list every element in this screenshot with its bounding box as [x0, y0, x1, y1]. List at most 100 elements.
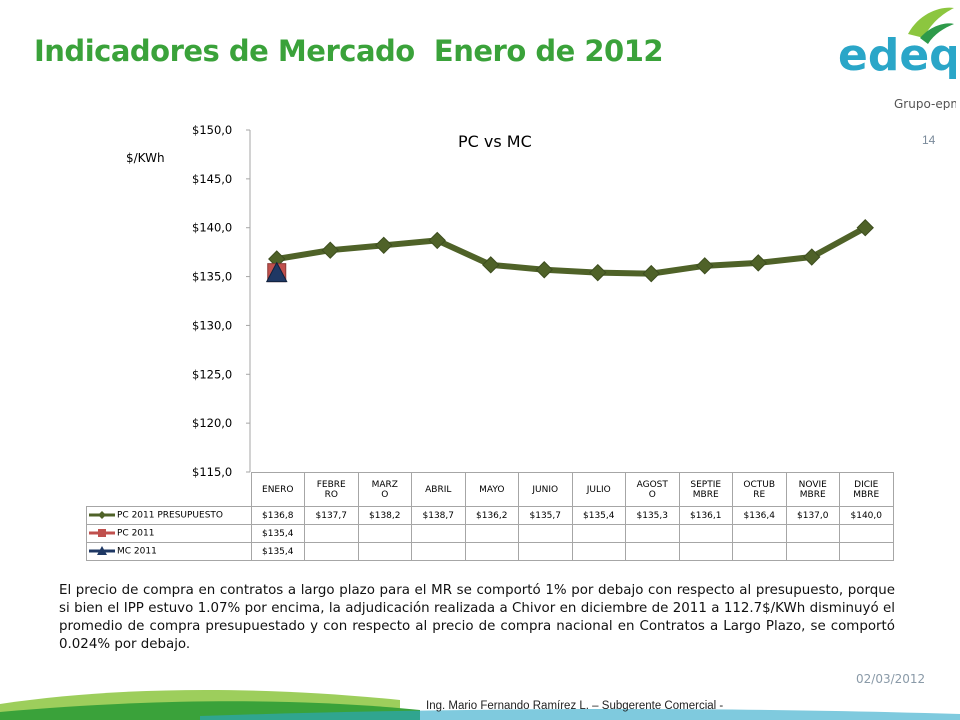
series-name-cell: MC 2011 — [86, 542, 252, 561]
category-label: JULIO — [571, 472, 626, 507]
data-value-cell: $135,4 — [250, 542, 305, 561]
category-label: DICIE MBRE — [839, 472, 894, 507]
table-row: PC 2011 PRESUPUESTO $136,8 $137,7 $138,2 $13… — [86, 506, 894, 525]
data-value-cell: $138,7 — [411, 506, 466, 525]
y-tick-label: $135,0 — [192, 270, 232, 284]
category-label: SEPTIE MBRE — [678, 472, 733, 507]
data-value-cell — [304, 542, 359, 561]
series-name: PC 2011 PRESUPUESTO — [117, 510, 224, 521]
chart-data-table: ENERO FEBRE RO MARZ O ABRIL MAYO JUNIO JULIO AGOS… — [86, 472, 894, 561]
table-row: PC 2011 $135,4 — [86, 524, 894, 543]
marker-pc-2011-presupuesto — [321, 241, 339, 259]
marker-pc-2011-presupuesto — [749, 254, 767, 272]
data-value-cell — [785, 524, 840, 543]
marker-pc-2011-presupuesto — [696, 257, 714, 275]
chart-title: PC vs MC — [458, 132, 532, 151]
data-value-cell: $135,7 — [518, 506, 573, 525]
data-value-cell: $136,4 — [732, 506, 787, 525]
category-label: ABRIL — [411, 472, 466, 507]
data-value-cell — [357, 542, 412, 561]
category-label: MAYO — [464, 472, 519, 507]
edeq-logo: edeq Grupo-epm — [838, 4, 960, 115]
category-label: OCTUB RE — [732, 472, 787, 507]
logo-subtext: Grupo-epm — [894, 97, 956, 110]
marker-pc-2011-presupuesto — [428, 231, 446, 250]
data-value-cell: $136,8 — [250, 506, 305, 525]
y-tick-label: $145,0 — [192, 172, 232, 186]
category-label: ENERO — [250, 472, 305, 507]
data-value-cell — [732, 542, 787, 561]
chart-markers — [265, 219, 874, 283]
page-number: 14 — [922, 133, 936, 147]
data-value-cell — [464, 524, 519, 543]
marker-pc-2011-presupuesto — [856, 219, 874, 237]
data-value-cell — [839, 542, 894, 561]
marker-mc-2011 — [265, 261, 288, 283]
series-name-cell: PC 2011 — [86, 524, 252, 543]
table-corner-cell — [86, 472, 252, 507]
marker-pc-2011-presupuesto — [535, 261, 553, 279]
category-label: AGOST O — [625, 472, 680, 507]
legend-diamond — [98, 511, 106, 520]
data-value-cell: $137,0 — [785, 506, 840, 525]
data-value-cell: $136,2 — [464, 506, 519, 525]
chart-axes: $150,0 $145,0 $140,0 $135,0 $130,0 $125,0 $120… — [192, 123, 251, 479]
footer-author: Ing. Mario Fernando Ramírez L. – Subgere… — [426, 700, 724, 712]
series-name: PC 2011 — [117, 528, 155, 539]
data-value-cell — [304, 524, 359, 543]
data-value-cell: $138,2 — [357, 506, 412, 525]
data-value-cell — [625, 524, 680, 543]
footer-swoosh-decoration — [0, 689, 960, 720]
data-value-cell — [411, 524, 466, 543]
data-value-cell — [678, 542, 733, 561]
series-line-pc-2011-presupuesto — [276, 225, 867, 277]
marker-pc-2011-presupuesto — [375, 236, 393, 255]
legend-key-icon — [87, 510, 117, 520]
data-value-cell: $135,4 — [250, 524, 305, 543]
data-value-cell — [518, 524, 573, 543]
edeq-logo-graphic: edeq Grupo-epm — [838, 7, 960, 111]
data-value-cell: $140,0 — [839, 506, 894, 525]
data-value-cell: $135,4 — [571, 506, 626, 525]
category-label: MARZ O — [357, 472, 412, 507]
marker-pc-2011-presupuesto — [482, 256, 500, 274]
y-tick-label: $125,0 — [192, 367, 232, 381]
page-title: Indicadores de Mercado Enero de 2012 — [34, 34, 664, 68]
chart-lines — [276, 225, 867, 277]
data-value-cell — [785, 542, 840, 561]
data-value-cell: $136,1 — [678, 506, 733, 525]
data-value-cell — [839, 524, 894, 543]
marker-pc-2011-presupuesto — [589, 263, 607, 282]
y-tick-label: $120,0 — [192, 416, 232, 430]
line-chart: $150,0 $145,0 $140,0 $135,0 $130,0 $125,0 $120… — [192, 123, 874, 479]
data-value-cell — [411, 542, 466, 561]
category-label: NOVIE MBRE — [785, 472, 840, 507]
data-value-cell — [357, 524, 412, 543]
data-value-cell — [571, 524, 626, 543]
y-tick-label: $130,0 — [192, 318, 232, 332]
y-axis-label: $/KWh — [126, 151, 165, 165]
data-value-cell — [571, 542, 626, 561]
data-value-cell — [625, 542, 680, 561]
y-tick-label: $140,0 — [192, 221, 232, 235]
legend-key-icon — [87, 546, 117, 556]
data-value-cell — [678, 524, 733, 543]
table-row: MC 2011 $135,4 — [86, 542, 894, 561]
data-value-cell — [732, 524, 787, 543]
category-label: JUNIO — [518, 472, 573, 507]
marker-pc-2011-presupuesto — [803, 248, 821, 266]
data-value-cell — [464, 542, 519, 561]
data-value-cell: $135,3 — [625, 506, 680, 525]
table-header-row: ENERO FEBRE RO MARZ O ABRIL MAYO JUNIO JULIO AGOS… — [86, 472, 894, 507]
category-label: FEBRE RO — [304, 472, 359, 507]
legend-triangle — [97, 546, 107, 556]
data-value-cell — [518, 542, 573, 561]
legend-square — [98, 529, 106, 538]
logo-text: edeq — [838, 30, 956, 81]
series-name-cell: PC 2011 PRESUPUESTO — [86, 506, 252, 525]
legend-key-icon — [87, 528, 117, 538]
y-tick-label: $150,0 — [192, 123, 232, 137]
marker-pc-2011-presupuesto — [642, 264, 660, 283]
footer-date: 02/03/2012 — [856, 672, 926, 686]
data-value-cell: $137,7 — [304, 506, 359, 525]
